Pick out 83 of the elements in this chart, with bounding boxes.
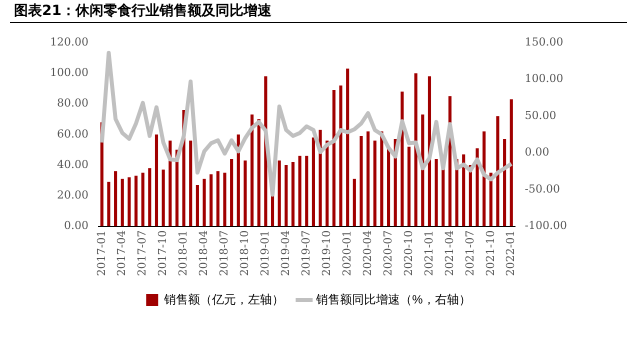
bar (380, 131, 384, 226)
bar (326, 140, 329, 226)
x-tick-label: 2018-10 (238, 230, 252, 276)
x-tick-label: 2021-10 (484, 230, 497, 276)
bar (305, 156, 308, 226)
y2-tick-label: -50.00 (524, 182, 560, 196)
bar (312, 138, 315, 226)
bar (107, 182, 110, 226)
bar (278, 160, 281, 226)
y2-tick-label: 0.00 (524, 146, 550, 159)
bar (230, 158, 234, 226)
chart-title: 图表21：休闲零食行业销售额及同比增速 (14, 2, 272, 20)
x-tick-label: 2020-07 (381, 230, 394, 276)
y2-tick-label: 150.00 (524, 35, 564, 48)
bar (134, 176, 138, 226)
x-tick-label: 2019-04 (279, 230, 292, 276)
bar (162, 170, 165, 226)
x-tick-label: 2020-01 (340, 230, 354, 276)
bar (257, 119, 260, 226)
bar (332, 90, 336, 226)
x-tick-label: 2020-04 (360, 230, 374, 276)
x-tick-label: 2021-07 (463, 230, 476, 276)
bar (202, 178, 206, 226)
x-tick-label: 2021-01 (422, 230, 436, 276)
bar (346, 68, 350, 226)
bar (270, 196, 274, 226)
y-tick-label: 0.00 (64, 219, 88, 232)
y2-tick-label: -100.00 (524, 219, 568, 232)
bar (387, 146, 390, 226)
x-tick-label: 2017-07 (136, 230, 149, 276)
bar (366, 131, 370, 226)
bar (210, 174, 213, 226)
bar (407, 146, 411, 226)
x-tick-label: 2017-04 (115, 230, 128, 276)
bar (154, 134, 158, 226)
x-tick-label: 2018-01 (176, 230, 190, 276)
legend-label: 销售额同比增速（%，右轴） (315, 292, 471, 306)
bar (250, 114, 254, 226)
bar (352, 178, 356, 226)
y-tick-label: 40.00 (56, 158, 88, 171)
x-tick-label: 2022-01 (504, 230, 518, 276)
x-tick-label: 2018-04 (197, 230, 210, 276)
x-tick-label: 2018-07 (218, 230, 231, 276)
y-tick-label: 20.00 (56, 188, 88, 202)
bar (196, 184, 199, 226)
bar (476, 148, 479, 226)
y-tick-label: 120.00 (50, 35, 88, 48)
bar (360, 136, 363, 226)
legend-label: 销售额（亿元，左轴） (163, 292, 284, 306)
bar (496, 116, 500, 226)
bar (120, 178, 124, 226)
bar (434, 158, 438, 226)
bar (503, 139, 506, 226)
bar (128, 177, 131, 226)
y2-tick-label: 50.00 (524, 108, 556, 122)
y-tick-label: 80.00 (56, 96, 88, 110)
x-tick-label: 2021-04 (442, 230, 456, 276)
bar (148, 168, 152, 226)
x-tick-label: 2019-07 (300, 230, 312, 276)
x-tick-label: 2017-01 (94, 230, 108, 276)
x-tick-label: 2017-10 (156, 230, 170, 276)
bar (244, 160, 247, 226)
bar (284, 165, 288, 226)
bar (373, 140, 376, 226)
y2-tick-label: 100.00 (524, 72, 564, 86)
bar (114, 171, 118, 226)
bar (141, 172, 144, 226)
bar (223, 172, 226, 226)
bar (291, 162, 295, 226)
bar (189, 140, 192, 226)
bar (298, 156, 302, 226)
bar (216, 171, 220, 226)
bar (414, 73, 418, 226)
bar (339, 85, 342, 226)
y-tick-label: 100.00 (50, 66, 88, 80)
x-tick-label: 2019-10 (320, 230, 333, 276)
bar (462, 154, 466, 226)
bar (482, 131, 486, 226)
x-tick-label: 2019-01 (258, 230, 272, 276)
bar (510, 99, 513, 226)
bar (236, 134, 240, 226)
y-tick-label: 60.00 (56, 127, 88, 140)
x-tick-label: 2020-10 (402, 230, 415, 276)
